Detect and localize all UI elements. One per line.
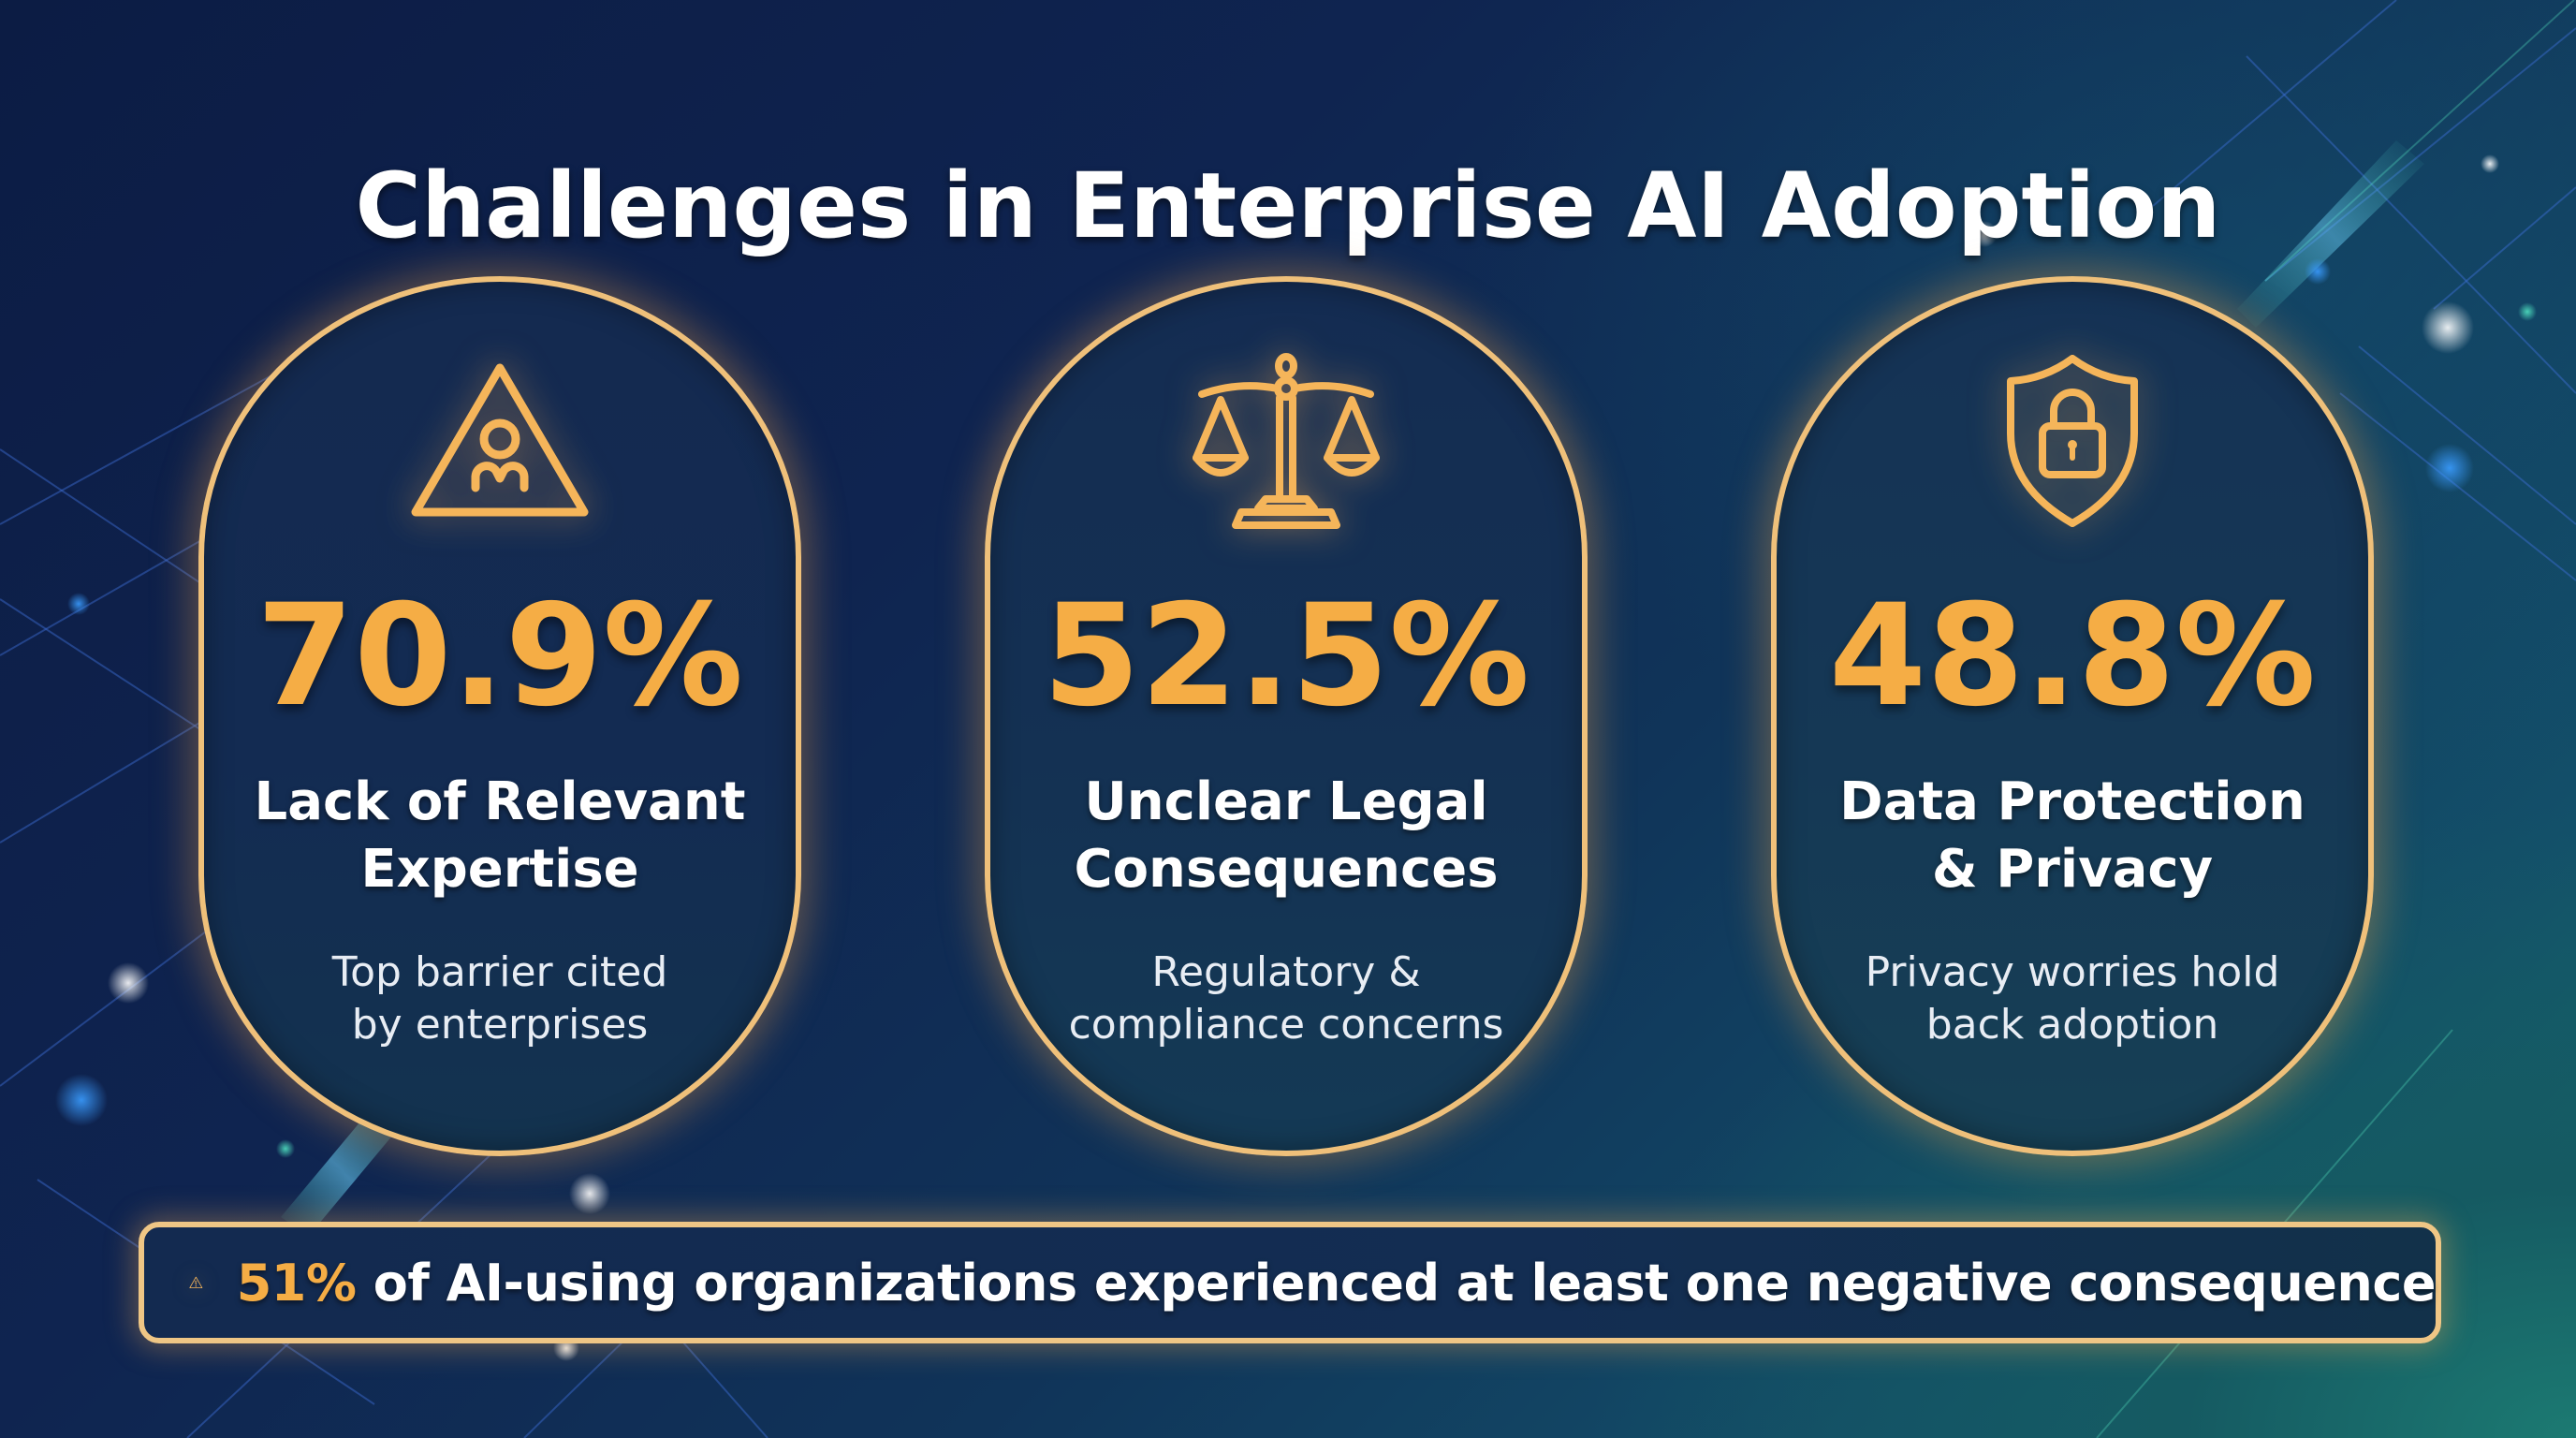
warning-person-icon — [397, 347, 603, 535]
shield-lock-icon — [1969, 347, 2175, 535]
challenge-card-legal: 52.5% Unclear Legal Consequences Regulat… — [985, 276, 1588, 1156]
callout-banner: 51% of AI-using organizations experience… — [139, 1222, 2441, 1343]
card-title: Unclear Legal Consequences — [1074, 771, 1499, 900]
warning-icon — [189, 1236, 203, 1329]
card-title: Lack of Relevant Expertise — [254, 771, 746, 900]
stat-value: 70.9% — [256, 575, 744, 738]
banner-message: of AI-using organizations experienced at… — [356, 1253, 2437, 1313]
card-subtitle: Privacy worries hold back adoption — [1865, 948, 2280, 1049]
page-title: Challenges in Enterprise AI Adoption — [355, 154, 2221, 259]
stat-value: 52.5% — [1042, 575, 1530, 738]
banner-text: 51% of AI-using organizations experience… — [236, 1253, 2437, 1313]
challenge-card-expertise: 70.9% Lack of Relevant Expertise Top bar… — [198, 276, 801, 1156]
banner-highlight-percent: 51% — [236, 1253, 357, 1313]
scales-of-justice-icon — [1183, 347, 1389, 535]
challenge-card-privacy: 48.8% Data Protection & Privacy Privacy … — [1771, 276, 2374, 1156]
stat-value: 48.8% — [1828, 575, 2317, 738]
card-subtitle: Regulatory & compliance concerns — [1068, 948, 1504, 1049]
card-title: Data Protection & Privacy — [1839, 771, 2305, 900]
card-subtitle: Top barrier cited by enterprises — [331, 948, 668, 1049]
